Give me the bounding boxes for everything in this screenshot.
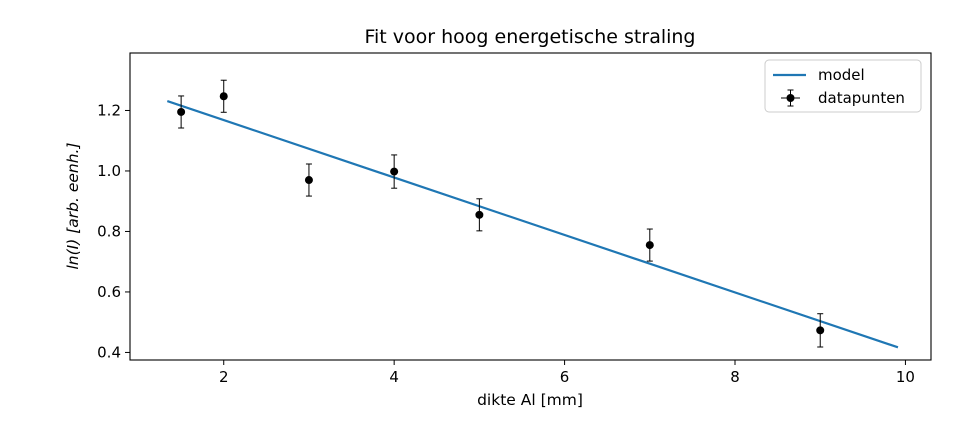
- data-layer: [177, 79, 825, 348]
- x-tick-label: 2: [219, 368, 229, 386]
- legend-entry: datapunten: [781, 89, 905, 107]
- data-point-group: [475, 198, 484, 232]
- data-point-group: [816, 313, 825, 348]
- data-point-group: [177, 95, 186, 129]
- data-point: [816, 326, 825, 335]
- data-point-group: [304, 163, 313, 197]
- y-axis-label: ln(I) [arb. eenh.]: [64, 142, 82, 269]
- legend-box: [764, 59, 922, 113]
- data-point: [390, 167, 399, 176]
- legend-entry: model: [773, 66, 865, 84]
- legend-marker-swatch: [786, 94, 795, 102]
- y-tick-label: 1.0: [97, 162, 121, 180]
- x-tick-label: 6: [560, 368, 570, 386]
- data-point: [177, 107, 186, 116]
- data-point: [475, 210, 484, 219]
- model-layer: [166, 100, 899, 349]
- legend-entry-label: model: [818, 66, 865, 84]
- data-point: [645, 241, 654, 250]
- x-axis: 2 4 6 8 10: [219, 360, 915, 386]
- data-point: [219, 92, 228, 101]
- y-tick-label: 0.6: [97, 283, 121, 301]
- x-tick-label: 8: [730, 368, 740, 386]
- chart-title: Fit voor hoog energetische straling: [364, 26, 695, 48]
- legend: model datapunten: [764, 59, 922, 113]
- x-tick-label: 10: [896, 368, 915, 386]
- y-tick-label: 1.2: [97, 101, 121, 119]
- data-point-group: [219, 79, 228, 113]
- plot-frame: [129, 52, 932, 361]
- y-axis: 0.4 0.6 0.8 1.0 1.2: [97, 101, 130, 361]
- x-tick-label: 4: [389, 368, 399, 386]
- model-line: [166, 100, 899, 349]
- y-tick-label: 0.4: [97, 343, 121, 361]
- legend-entry-label: datapunten: [818, 89, 905, 107]
- y-tick-label: 0.8: [97, 222, 121, 240]
- data-point-group: [390, 154, 399, 189]
- x-axis-label: dikte Al [mm]: [477, 391, 583, 409]
- data-point-group: [645, 228, 654, 262]
- data-point: [304, 176, 313, 185]
